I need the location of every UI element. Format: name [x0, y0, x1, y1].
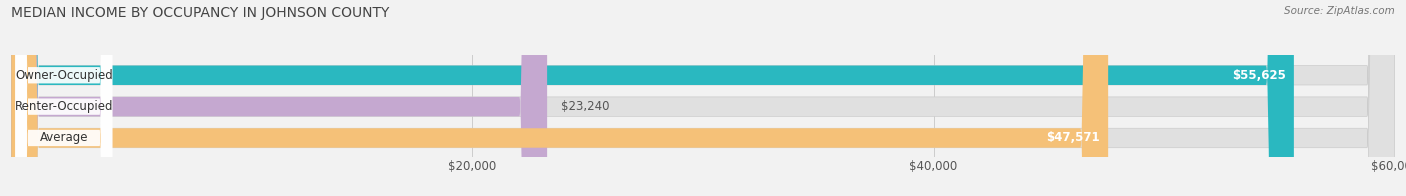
- Text: Owner-Occupied: Owner-Occupied: [15, 69, 112, 82]
- FancyBboxPatch shape: [15, 0, 112, 196]
- Text: $23,240: $23,240: [561, 100, 609, 113]
- FancyBboxPatch shape: [11, 0, 547, 196]
- Text: $55,625: $55,625: [1232, 69, 1285, 82]
- Text: MEDIAN INCOME BY OCCUPANCY IN JOHNSON COUNTY: MEDIAN INCOME BY OCCUPANCY IN JOHNSON CO…: [11, 6, 389, 20]
- FancyBboxPatch shape: [15, 0, 112, 196]
- FancyBboxPatch shape: [15, 0, 112, 196]
- FancyBboxPatch shape: [11, 0, 1395, 196]
- Text: Average: Average: [39, 132, 89, 144]
- FancyBboxPatch shape: [11, 0, 1294, 196]
- Text: Source: ZipAtlas.com: Source: ZipAtlas.com: [1284, 6, 1395, 16]
- FancyBboxPatch shape: [11, 0, 1108, 196]
- FancyBboxPatch shape: [11, 0, 1395, 196]
- FancyBboxPatch shape: [11, 0, 1395, 196]
- Text: $47,571: $47,571: [1046, 132, 1099, 144]
- Text: Renter-Occupied: Renter-Occupied: [14, 100, 112, 113]
